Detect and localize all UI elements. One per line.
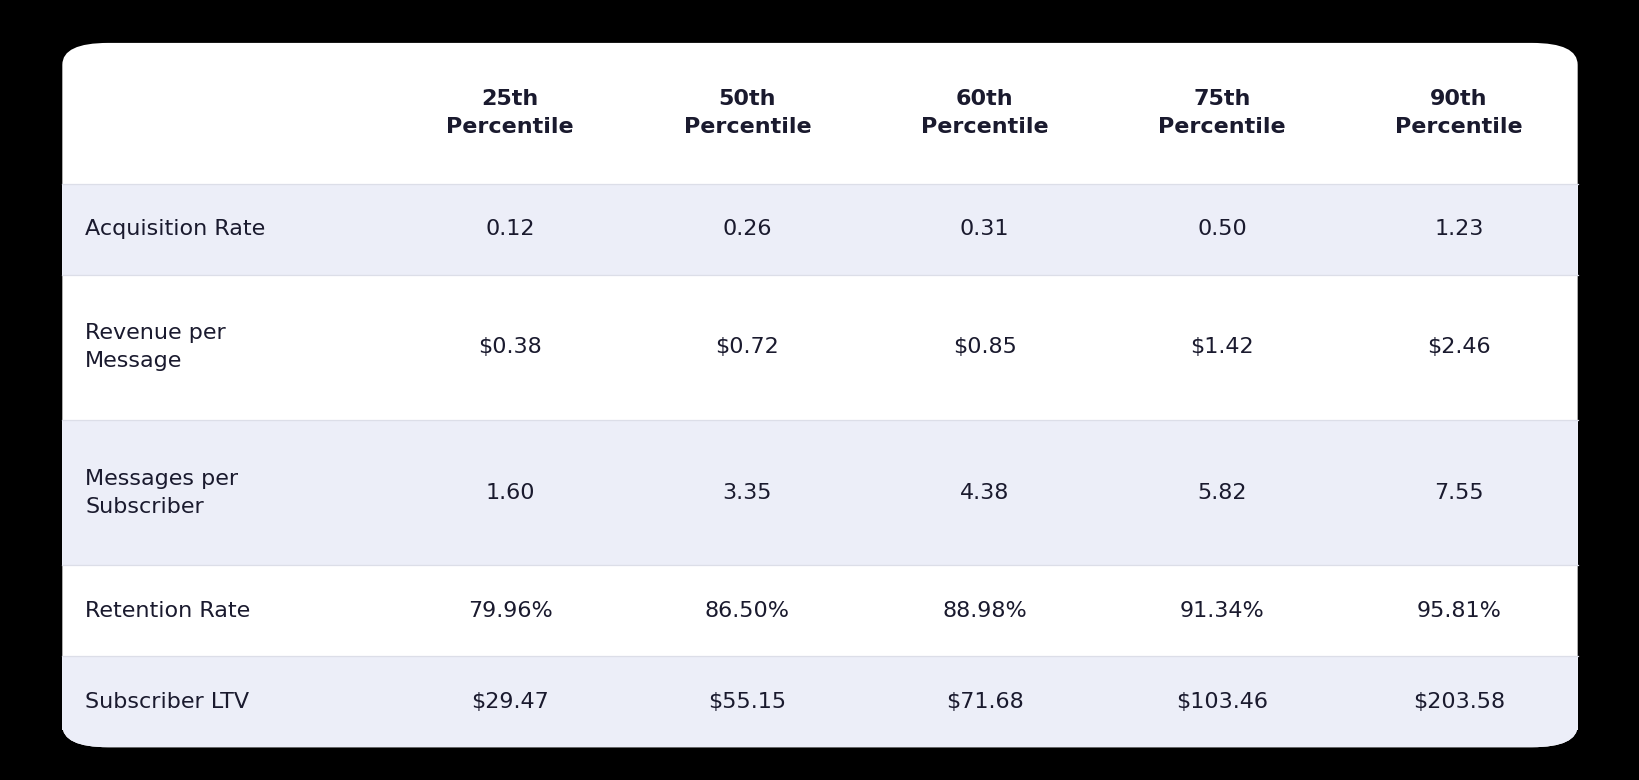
Bar bbox=[62, 420, 1577, 566]
Text: 7.55: 7.55 bbox=[1434, 483, 1483, 503]
Text: 88.98%: 88.98% bbox=[942, 601, 1026, 621]
Text: $29.47: $29.47 bbox=[470, 692, 549, 712]
Text: Retention Rate: Retention Rate bbox=[85, 601, 251, 621]
Text: 86.50%: 86.50% bbox=[705, 601, 790, 621]
Text: 0.50: 0.50 bbox=[1196, 219, 1246, 239]
Text: 0.26: 0.26 bbox=[723, 219, 772, 239]
Text: 50th
Percentile: 50th Percentile bbox=[683, 90, 811, 137]
Text: $71.68: $71.68 bbox=[946, 692, 1023, 712]
Text: $203.58: $203.58 bbox=[1413, 692, 1505, 712]
Text: $55.15: $55.15 bbox=[708, 692, 787, 712]
Text: 3.35: 3.35 bbox=[723, 483, 772, 503]
Text: $0.85: $0.85 bbox=[952, 338, 1016, 357]
Text: $2.46: $2.46 bbox=[1426, 338, 1490, 357]
Bar bbox=[62, 184, 1577, 275]
Text: $1.42: $1.42 bbox=[1190, 338, 1252, 357]
Text: 1.23: 1.23 bbox=[1434, 219, 1483, 239]
Text: 25th
Percentile: 25th Percentile bbox=[446, 90, 574, 137]
Text: 75th
Percentile: 75th Percentile bbox=[1157, 90, 1285, 137]
Text: 79.96%: 79.96% bbox=[467, 601, 552, 621]
FancyBboxPatch shape bbox=[62, 43, 1577, 747]
Text: 1.60: 1.60 bbox=[485, 483, 534, 503]
Text: Acquisition Rate: Acquisition Rate bbox=[85, 219, 266, 239]
Text: 91.34%: 91.34% bbox=[1178, 601, 1264, 621]
Text: 95.81%: 95.81% bbox=[1416, 601, 1501, 621]
Text: $0.72: $0.72 bbox=[715, 338, 779, 357]
Text: 0.12: 0.12 bbox=[485, 219, 534, 239]
Text: 90th
Percentile: 90th Percentile bbox=[1395, 90, 1523, 137]
Text: 4.38: 4.38 bbox=[959, 483, 1008, 503]
Text: 0.31: 0.31 bbox=[959, 219, 1010, 239]
Text: Messages per
Subscriber: Messages per Subscriber bbox=[85, 469, 238, 517]
Bar bbox=[62, 656, 1577, 730]
Text: $0.38: $0.38 bbox=[479, 338, 543, 357]
Text: $103.46: $103.46 bbox=[1175, 692, 1267, 712]
Text: 5.82: 5.82 bbox=[1196, 483, 1246, 503]
Text: 60th
Percentile: 60th Percentile bbox=[921, 90, 1047, 137]
Text: Subscriber LTV: Subscriber LTV bbox=[85, 692, 249, 712]
Text: Revenue per
Message: Revenue per Message bbox=[85, 324, 226, 371]
FancyBboxPatch shape bbox=[62, 656, 1577, 747]
